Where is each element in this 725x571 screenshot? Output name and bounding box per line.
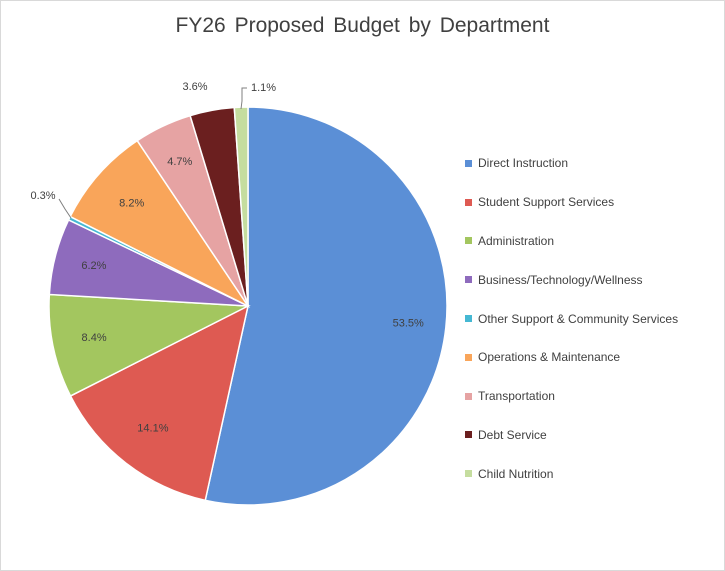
legend-item-student-support-services: Student Support Services	[465, 183, 678, 222]
legend-item-other-support-community-services: Other Support & Community Services	[465, 299, 678, 338]
leader-line-other-support-community-services	[58, 198, 72, 219]
legend-swatch	[465, 237, 472, 245]
chart-title: FY26 Proposed Budget by Department	[175, 14, 550, 37]
legend-item-business-technology-wellness: Business/Technology/Wellness	[465, 260, 678, 299]
leader-line-child-nutrition	[240, 87, 247, 110]
legend-item-debt-service: Debt Service	[465, 416, 678, 455]
legend-item-operations-maintenance: Operations & Maintenance	[465, 338, 678, 377]
pie-slice-administration	[48, 293, 251, 397]
data-label-operations-maintenance: 8.2%	[119, 197, 144, 209]
legend-swatch	[465, 276, 472, 284]
legend-item-direct-instruction: Direct Instruction	[465, 144, 678, 183]
legend-swatch	[465, 159, 472, 167]
data-label-debt-service: 3.6%	[182, 81, 207, 93]
legend-swatch	[465, 470, 472, 478]
pie-slice-operations-maintenance	[69, 139, 251, 308]
legend-label: Other Support & Community Services	[478, 311, 679, 326]
data-label-business-technology-wellness: 6.2%	[81, 260, 106, 272]
legend-label: Direct Instruction	[478, 156, 569, 171]
data-label-other-support-community-services: 0.3%	[30, 190, 55, 202]
pie-slice-direct-instruction	[204, 106, 448, 506]
legend-item-transportation: Transportation	[465, 377, 678, 416]
legend-swatch	[465, 392, 472, 400]
data-label-administration: 8.4%	[82, 332, 107, 344]
legend-label: Debt Service	[478, 427, 547, 442]
legend-label: Business/Technology/Wellness	[478, 272, 643, 287]
legend-label: Administration	[478, 233, 555, 248]
legend-label: Child Nutrition	[478, 466, 554, 481]
data-label-child-nutrition: 1.1%	[251, 82, 276, 94]
legend-swatch	[465, 198, 472, 206]
legend-swatch	[465, 353, 472, 361]
legend-label: Operations & Maintenance	[478, 350, 621, 365]
data-label-direct-instruction: 53.5%	[393, 317, 424, 329]
data-label-student-support-services: 14.1%	[137, 423, 168, 435]
legend-item-child-nutrition: Child Nutrition	[465, 454, 678, 493]
chart-legend: Direct Instruction Student Support Servic…	[465, 144, 678, 493]
legend-label: Transportation	[478, 389, 555, 404]
legend-label: Student Support Services	[478, 195, 615, 210]
legend-swatch	[465, 315, 472, 323]
pie-slice-student-support-services	[69, 304, 250, 502]
legend-item-administration: Administration	[465, 222, 678, 261]
legend-swatch	[465, 431, 472, 439]
data-label-transportation: 4.7%	[167, 156, 192, 168]
